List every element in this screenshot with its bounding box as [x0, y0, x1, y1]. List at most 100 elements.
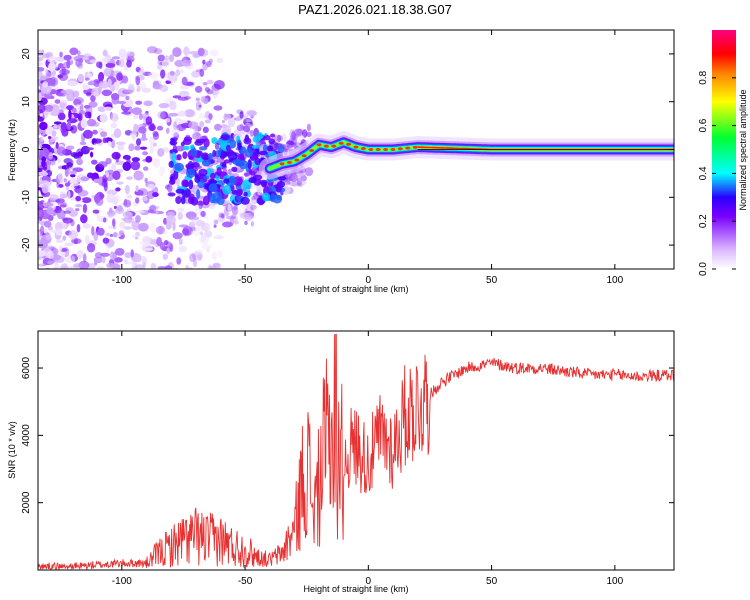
- spectrogram-blob: [86, 59, 90, 64]
- spectrogram-blob: [86, 243, 96, 253]
- spectrogram-blob: [296, 129, 303, 136]
- spectrogram-blob: [144, 276, 154, 281]
- spectrogram-blob: [45, 169, 53, 177]
- spectrogram-blob: [254, 157, 261, 166]
- spectrogram-blob: [38, 91, 42, 102]
- spectrogram-blob: [102, 137, 107, 144]
- spectrogram-blob: [97, 106, 106, 112]
- spectrogram-blob: [191, 70, 201, 78]
- spectrogram-blob: [142, 236, 152, 244]
- spectrogram-blob: [138, 283, 143, 291]
- spectrogram-blob: [164, 265, 172, 269]
- spectrogram-blob: [38, 67, 45, 72]
- spectrogram-blob: [187, 270, 193, 279]
- spectrogram-blob: [175, 278, 183, 282]
- spectrogram-blob: [84, 111, 92, 119]
- spectrogram-blob: [225, 113, 232, 120]
- ridge-peak: [412, 145, 418, 149]
- spectrogram-blob: [101, 89, 113, 96]
- spectrogram-blob: [214, 123, 222, 131]
- spectrogram-blob: [66, 59, 71, 69]
- spectrogram-blob: [73, 238, 78, 245]
- colorbar-tick-label: 0.2: [698, 214, 709, 228]
- spectrogram-blob: [87, 81, 95, 86]
- spectrogram-blob: [208, 58, 213, 64]
- spectrogram-blob: [109, 233, 114, 238]
- spectrogram-blob: [38, 285, 44, 289]
- spectrogram-blob: [177, 207, 185, 212]
- spectrogram-blob: [252, 135, 261, 143]
- spectrogram-blob: [181, 59, 192, 67]
- spectrogram-blob: [261, 192, 271, 202]
- spectrogram-blob: [194, 85, 203, 93]
- spectrogram-blob: [41, 160, 46, 168]
- spectrogram-blob: [227, 168, 232, 175]
- ridge-peak: [309, 148, 315, 152]
- spectrogram-blob: [106, 244, 110, 253]
- spectrogram-blob: [212, 149, 217, 157]
- spectrogram-blob: [243, 172, 251, 176]
- spectrogram-blob: [46, 268, 50, 269]
- x-tick-label: 50: [486, 576, 498, 587]
- spectrogram-blob: [169, 100, 177, 111]
- spectrogram-blob: [135, 215, 141, 223]
- y-tick-label: 0: [21, 146, 32, 152]
- spectrogram-blob: [59, 69, 70, 75]
- spectrogram-blob: [126, 59, 132, 68]
- spectrogram-blob: [212, 284, 221, 290]
- spectrogram-blob: [139, 146, 148, 150]
- spectrogram-blob: [191, 219, 197, 224]
- spectrogram-blob: [76, 224, 81, 233]
- spectrogram-blob: [175, 177, 180, 186]
- spectrogram-blob: [69, 178, 78, 185]
- spectrogram-blob: [79, 103, 84, 111]
- spectrogram-blob: [58, 245, 63, 252]
- spectrogram-blob: [38, 143, 43, 149]
- spectrogram-blob: [234, 128, 243, 136]
- spectrogram-blob: [223, 178, 230, 184]
- spectrogram-blob: [84, 283, 89, 292]
- ridge-peak: [397, 147, 403, 151]
- spectrogram-blob: [169, 176, 175, 181]
- spectrogram-blob: [142, 247, 154, 251]
- spectrogram-blob: [198, 104, 202, 108]
- spectrogram-blob: [102, 217, 107, 223]
- spectrogram-blob: [48, 62, 56, 72]
- spectrogram-blob: [93, 138, 102, 144]
- spectrogram-blob: [39, 284, 44, 290]
- spectrogram-blob: [266, 145, 274, 152]
- spectrogram-blob: [200, 152, 210, 160]
- spectrogram-blob: [81, 268, 83, 269]
- spectrogram-blob: [286, 144, 294, 148]
- spectrogram-blob: [47, 56, 59, 63]
- spectrogram-blob: [294, 132, 299, 139]
- spectrogram-blob: [140, 277, 145, 281]
- spectrogram-blob: [38, 56, 44, 61]
- spectrogram-blob: [243, 191, 248, 197]
- spectrogram-blob: [188, 179, 194, 190]
- spectrogram-blob: [124, 252, 132, 259]
- spectrogram-blob: [195, 200, 206, 206]
- spectrogram-blob: [155, 225, 166, 235]
- ridge-peak: [383, 148, 389, 151]
- spectrogram-blob: [190, 196, 199, 206]
- spectrogram-blob: [165, 80, 171, 85]
- spectrogram-blob: [160, 69, 166, 79]
- spectrogram-blob: [230, 213, 238, 224]
- spectrogram-blob: [63, 210, 71, 214]
- spectrogram-blob: [45, 232, 52, 241]
- snr-series-line: [38, 333, 674, 570]
- spectrogram-blob: [214, 150, 222, 158]
- spectrogram-blob: [211, 137, 218, 145]
- spectrogram-blob: [71, 284, 81, 289]
- spectrogram-blob: [73, 98, 82, 106]
- spectrogram-blob: [38, 171, 49, 177]
- spectrogram-blob: [208, 183, 218, 193]
- spectrogram-blob: [70, 275, 78, 281]
- spectrogram-blob: [118, 58, 125, 68]
- spectrogram-blob: [210, 172, 216, 180]
- spectrogram-blob: [64, 268, 69, 269]
- spectrogram-blob: [81, 56, 89, 61]
- spectrogram-blob: [209, 269, 215, 277]
